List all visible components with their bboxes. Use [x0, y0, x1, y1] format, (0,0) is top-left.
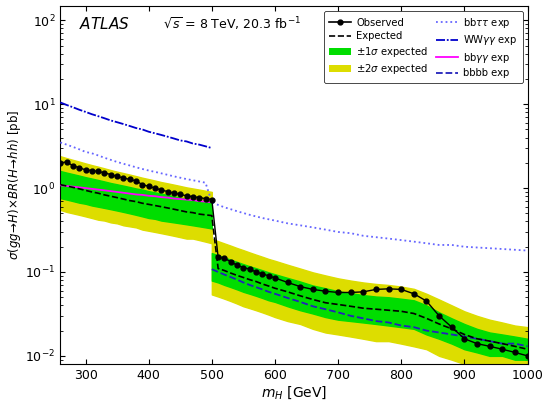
Text: $\sqrt{s}$ = 8 TeV, 20.3 fb$^{-1}$: $\sqrt{s}$ = 8 TeV, 20.3 fb$^{-1}$ [163, 16, 301, 33]
Text: $\it{ATLAS}$: $\it{ATLAS}$ [79, 16, 130, 32]
X-axis label: $m_{H}$ [GeV]: $m_{H}$ [GeV] [261, 385, 327, 401]
Legend: Observed, Expected, $\pm 1\sigma$ expected, $\pm 2\sigma$ expected, bb$\tau\tau$: Observed, Expected, $\pm 1\sigma$ expect… [324, 11, 523, 83]
Y-axis label: $\sigma(gg\!\rightarrow\!H)\!\times\!BR(H\!\rightarrow\!hh)$ [pb]: $\sigma(gg\!\rightarrow\!H)\!\times\!BR(… [5, 110, 23, 260]
